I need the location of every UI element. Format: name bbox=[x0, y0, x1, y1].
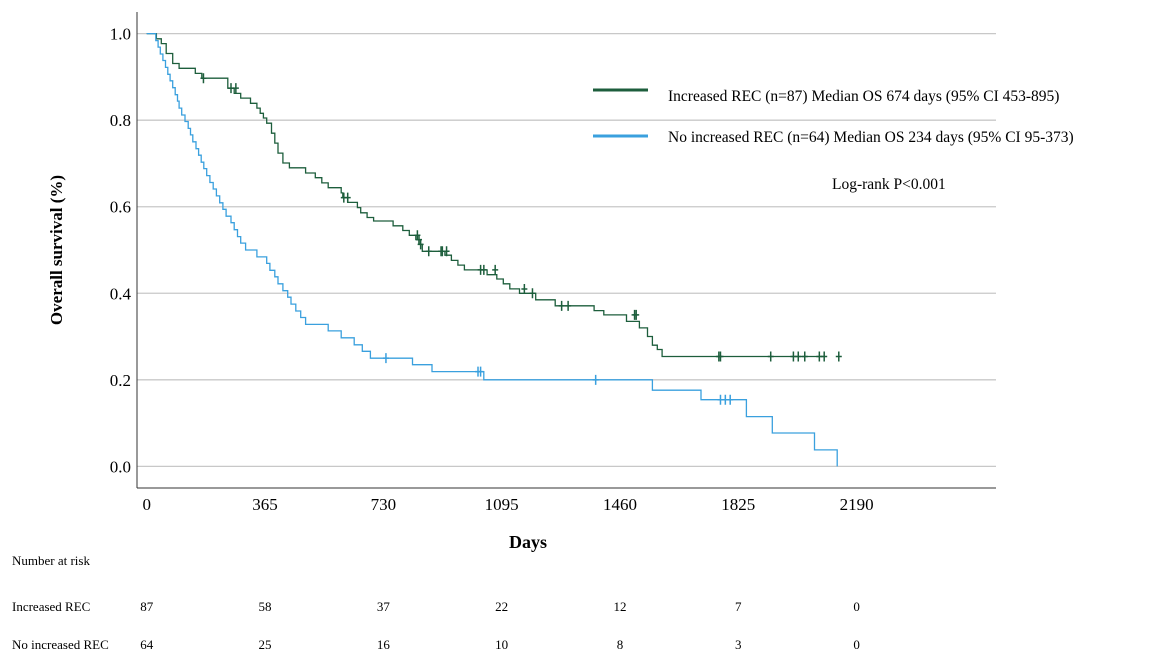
risk-value-r1-c5: 3 bbox=[735, 637, 742, 652]
censor-mark-s0-29 bbox=[835, 351, 842, 362]
censor-mark-s0-28 bbox=[821, 351, 828, 362]
gridlines bbox=[137, 32, 996, 468]
risk-row-label-increased-rec: Increased REC bbox=[12, 599, 90, 614]
x-tick-labels: 0 365 730 1095 1460 1825 2190 bbox=[142, 495, 873, 514]
censor-mark-s0-20 bbox=[633, 309, 640, 320]
x-axis-label: Days bbox=[509, 532, 547, 552]
risk-value-r0-c0: 87 bbox=[140, 599, 154, 614]
censor-mark-s0-23 bbox=[767, 351, 774, 362]
y-tick-label-0: 0.0 bbox=[110, 457, 131, 476]
x-tick-label-1: 365 bbox=[252, 495, 278, 514]
legend: Increased REC (n=87) Median OS 674 days … bbox=[593, 88, 1074, 146]
risk-value-r0-c6: 0 bbox=[853, 599, 860, 614]
legend-label-no-increased-rec: No increased REC (n=64) Median OS 234 da… bbox=[668, 129, 1074, 146]
x-tick-label-6: 2190 bbox=[840, 495, 874, 514]
censor-mark-s1-3 bbox=[592, 374, 599, 385]
censor-mark-s0-25 bbox=[795, 351, 802, 362]
survival-curve-0 bbox=[146, 32, 825, 358]
censor-mark-s0-17 bbox=[558, 300, 565, 311]
censor-mark-s1-2 bbox=[477, 366, 484, 377]
risk-value-r1-c4: 8 bbox=[617, 637, 624, 652]
risk-value-r0-c3: 22 bbox=[495, 599, 508, 614]
y-tick-label-5: 1.0 bbox=[110, 25, 131, 44]
risk-value-r1-c3: 10 bbox=[495, 637, 508, 652]
survival-curves bbox=[146, 32, 838, 467]
risk-row-label-no-increased-rec: No increased REC bbox=[12, 637, 109, 652]
censor-mark-s0-0 bbox=[200, 73, 207, 84]
y-tick-label-3: 0.6 bbox=[110, 198, 131, 217]
y-tick-labels: 0.0 0.2 0.4 0.6 0.8 1.0 bbox=[110, 25, 132, 477]
censor-mark-s0-7 bbox=[417, 239, 424, 250]
risk-value-r1-c0: 64 bbox=[140, 637, 154, 652]
censor-mark-s1-6 bbox=[727, 394, 734, 405]
x-tick-label-2: 730 bbox=[371, 495, 397, 514]
risk-table: Number at risk Increased REC No increase… bbox=[12, 553, 860, 652]
axes bbox=[136, 12, 996, 489]
y-tick-label-2: 0.4 bbox=[110, 284, 132, 303]
censor-mark-s0-14 bbox=[492, 264, 499, 275]
censor-marks bbox=[200, 73, 842, 405]
censor-mark-s0-11 bbox=[443, 246, 450, 257]
censor-mark-s0-2 bbox=[232, 83, 239, 94]
y-tick-label-1: 0.2 bbox=[110, 371, 131, 390]
x-tick-label-3: 1095 bbox=[485, 495, 519, 514]
risk-value-r0-c1: 58 bbox=[259, 599, 272, 614]
x-tick-label-5: 1825 bbox=[721, 495, 755, 514]
y-axis-label: Overall survival (%) bbox=[47, 175, 66, 325]
y-tick-label-4: 0.8 bbox=[110, 111, 131, 130]
risk-value-r1-c1: 25 bbox=[259, 637, 272, 652]
risk-table-title: Number at risk bbox=[12, 553, 90, 568]
log-rank-annotation: Log-rank P<0.001 bbox=[832, 176, 946, 193]
risk-value-r0-c5: 7 bbox=[735, 599, 742, 614]
censor-mark-s0-22 bbox=[717, 351, 724, 362]
x-tick-label-4: 1460 bbox=[603, 495, 637, 514]
censor-mark-s0-26 bbox=[801, 351, 808, 362]
legend-label-increased-rec: Increased REC (n=87) Median OS 674 days … bbox=[668, 88, 1059, 105]
risk-value-r0-c4: 12 bbox=[613, 599, 626, 614]
censor-mark-s1-0 bbox=[382, 353, 389, 364]
risk-value-r0-c2: 37 bbox=[377, 599, 391, 614]
censor-mark-s0-18 bbox=[565, 300, 572, 311]
x-tick-label-0: 0 bbox=[142, 495, 151, 514]
censor-mark-s0-4 bbox=[344, 192, 351, 203]
risk-value-r1-c6: 0 bbox=[853, 637, 860, 652]
censor-mark-s0-15 bbox=[521, 283, 528, 294]
censor-mark-s0-8 bbox=[425, 246, 432, 257]
risk-value-r1-c2: 16 bbox=[377, 637, 391, 652]
censor-mark-s0-16 bbox=[529, 288, 536, 299]
censor-mark-s0-13 bbox=[480, 264, 487, 275]
survival-curve-1 bbox=[146, 32, 838, 467]
